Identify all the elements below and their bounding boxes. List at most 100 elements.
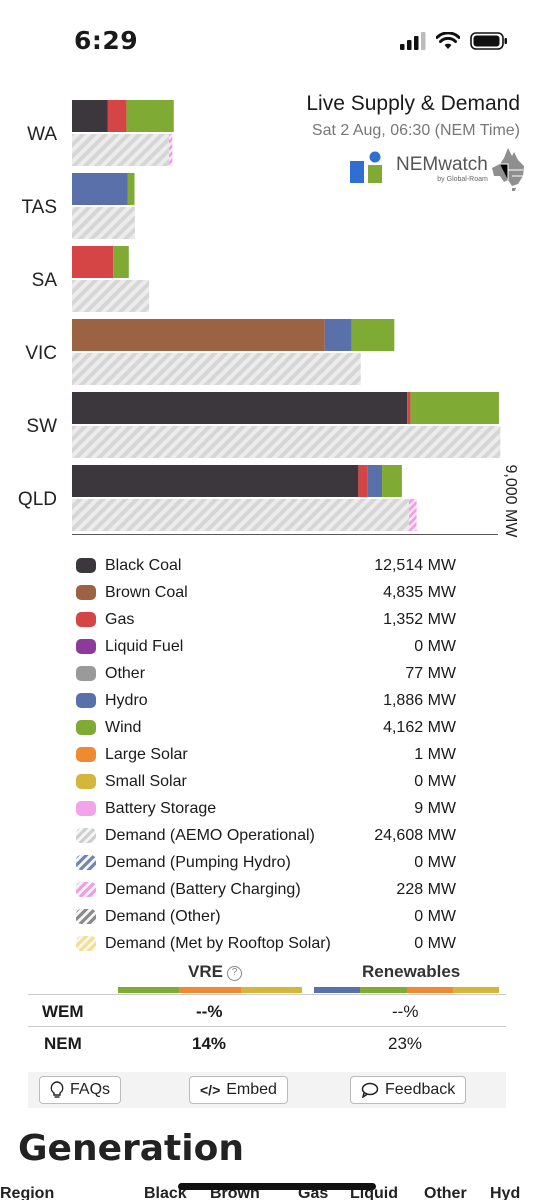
legend-label: Liquid Fuel bbox=[105, 637, 184, 655]
battery-charging-bar-wa[interactable] bbox=[169, 134, 173, 166]
legend-label: Gas bbox=[105, 610, 135, 628]
chart-canvas: WA TAS SA VIC SW QLD bbox=[18, 100, 501, 531]
supply-bar-qld-gas[interactable] bbox=[358, 465, 368, 497]
action-bar: FAQs </> Embed Feedback bbox=[28, 1072, 506, 1108]
legend-item[interactable]: Small Solar 0 MW bbox=[76, 768, 456, 795]
faqs-label: FAQs bbox=[70, 1081, 111, 1098]
legend-item[interactable]: Hydro 1,886 MW bbox=[76, 687, 456, 714]
generation-column-header[interactable]: Region bbox=[0, 1185, 55, 1200]
title-block: Live Supply & Demand Sat 2 Aug, 06:30 (N… bbox=[306, 92, 520, 140]
supply-bar-wa-black-coal[interactable] bbox=[72, 100, 108, 132]
summary-header: VRE? Renewables bbox=[28, 958, 506, 994]
legend-value: 228 MW bbox=[396, 880, 456, 898]
legend-label: Battery Storage bbox=[105, 799, 217, 817]
legend-swatch bbox=[76, 585, 96, 600]
region-label-sa: SA bbox=[32, 270, 58, 291]
supply-bar-qld-black-coal[interactable] bbox=[72, 465, 359, 497]
supply-bar-wa-wind[interactable] bbox=[126, 100, 174, 132]
supply-bar-vic-wind[interactable] bbox=[351, 319, 395, 351]
legend-swatch bbox=[76, 828, 96, 843]
supply-bar-tas-wind[interactable] bbox=[127, 173, 135, 205]
demand-bar-tas[interactable] bbox=[72, 207, 135, 239]
legend-item[interactable]: Demand (Other) 0 MW bbox=[76, 903, 456, 930]
legend-item[interactable]: Demand (Battery Charging) 228 MW bbox=[76, 876, 456, 903]
generation-column-header[interactable]: Black bbox=[144, 1185, 187, 1200]
legend-item[interactable]: Liquid Fuel 0 MW bbox=[76, 633, 456, 660]
axis-max-label: 9,000 MW bbox=[502, 464, 519, 538]
legend-label: Brown Coal bbox=[105, 583, 188, 601]
summary-row-wem: WEM --% --% bbox=[28, 994, 506, 1026]
generation-column-header[interactable]: Hyd bbox=[490, 1185, 521, 1200]
faqs-button[interactable]: FAQs bbox=[39, 1076, 122, 1104]
row-vre: --% bbox=[196, 1002, 223, 1021]
legend-item[interactable]: Brown Coal 4,835 MW bbox=[76, 579, 456, 606]
home-indicator[interactable] bbox=[178, 1183, 376, 1190]
legend-label: Black Coal bbox=[105, 556, 182, 574]
supply-bar-wa-gas[interactable] bbox=[107, 100, 127, 132]
legend-value: 0 MW bbox=[414, 637, 456, 655]
legend-swatch bbox=[76, 720, 96, 735]
supply-bar-nsw-gas[interactable] bbox=[407, 392, 411, 424]
legend-label: Large Solar bbox=[105, 745, 188, 763]
legend-swatch bbox=[76, 882, 96, 897]
legend-swatch bbox=[76, 855, 96, 870]
legend-item[interactable]: Battery Storage 9 MW bbox=[76, 795, 456, 822]
legend-value: 1,886 MW bbox=[383, 691, 456, 709]
legend-label: Demand (AEMO Operational) bbox=[105, 826, 315, 844]
supply-bar-vic-brown-coal[interactable] bbox=[72, 319, 325, 351]
demand-bar-nsw[interactable] bbox=[72, 426, 501, 458]
legend-value: 24,608 MW bbox=[374, 826, 456, 844]
demand-bar-wa[interactable] bbox=[72, 134, 170, 166]
logo-text: NEMwatch bbox=[396, 154, 488, 175]
demand-bar-vic[interactable] bbox=[72, 353, 361, 385]
supply-bar-sa-gas[interactable] bbox=[72, 246, 114, 278]
supply-bar-nsw-black-coal[interactable] bbox=[72, 392, 408, 424]
embed-button[interactable]: </> Embed bbox=[189, 1076, 288, 1104]
embed-label: Embed bbox=[226, 1081, 277, 1098]
legend: Black Coal 12,514 MW Brown Coal 4,835 MW Gas… bbox=[76, 552, 456, 957]
feedback-button[interactable]: Feedback bbox=[350, 1076, 467, 1104]
legend-value: 4,835 MW bbox=[383, 583, 456, 601]
legend-value: 77 MW bbox=[405, 664, 456, 682]
supply-bar-vic-hydro[interactable] bbox=[324, 319, 352, 351]
row-region: WEM bbox=[42, 1002, 84, 1021]
info-icon[interactable]: ? bbox=[226, 966, 242, 981]
generation-section-title: Generation bbox=[18, 1128, 244, 1169]
legend-item[interactable]: Wind 4,162 MW bbox=[76, 714, 456, 741]
supply-demand-chart: WA TAS SA VIC SW QLD bbox=[0, 90, 554, 540]
legend-label: Small Solar bbox=[105, 772, 187, 790]
legend-item[interactable]: Other 77 MW bbox=[76, 660, 456, 687]
legend-item[interactable]: Demand (Met by Rooftop Solar) 0 MW bbox=[76, 930, 456, 957]
legend-value: 1,352 MW bbox=[383, 610, 456, 628]
supply-bar-qld-wind[interactable] bbox=[382, 465, 402, 497]
status-time: 6:29 bbox=[74, 26, 139, 55]
legend-swatch bbox=[76, 639, 96, 654]
legend-item[interactable]: Demand (Pumping Hydro) 0 MW bbox=[76, 849, 456, 876]
legend-item[interactable]: Demand (AEMO Operational) 24,608 MW bbox=[76, 822, 456, 849]
legend-value: 1 MW bbox=[414, 745, 456, 763]
supply-bar-nsw-wind[interactable] bbox=[410, 392, 499, 424]
demand-bar-qld[interactable] bbox=[72, 499, 410, 531]
legend-label: Demand (Battery Charging) bbox=[105, 880, 301, 898]
legend-value: 0 MW bbox=[414, 907, 456, 925]
renewables-summary: VRE? Renewables WEM --% --% NEM 14% 23% bbox=[28, 958, 506, 1058]
generation-column-header[interactable]: Other bbox=[424, 1185, 467, 1200]
legend-item[interactable]: Gas 1,352 MW bbox=[76, 606, 456, 633]
legend-value: 4,162 MW bbox=[383, 718, 456, 736]
legend-swatch bbox=[76, 909, 96, 924]
legend-label: Other bbox=[105, 664, 146, 682]
region-label-nsw: SW bbox=[26, 416, 57, 437]
legend-item[interactable]: Large Solar 1 MW bbox=[76, 741, 456, 768]
legend-value: 0 MW bbox=[414, 934, 456, 952]
battery-charging-bar-qld[interactable] bbox=[409, 499, 417, 531]
battery-icon bbox=[470, 32, 507, 50]
legend-item[interactable]: Black Coal 12,514 MW bbox=[76, 552, 456, 579]
supply-bar-qld-hydro[interactable] bbox=[367, 465, 383, 497]
page-title: Live Supply & Demand bbox=[306, 92, 520, 115]
supply-bar-tas-hydro[interactable] bbox=[72, 173, 128, 205]
supply-bar-sa-wind[interactable] bbox=[113, 246, 129, 278]
renewables-color-stripe bbox=[314, 987, 499, 993]
status-bar: 6:29 bbox=[0, 0, 554, 80]
logo-subtext: by Global-Roam bbox=[437, 176, 488, 183]
demand-bar-sa[interactable] bbox=[72, 280, 150, 312]
